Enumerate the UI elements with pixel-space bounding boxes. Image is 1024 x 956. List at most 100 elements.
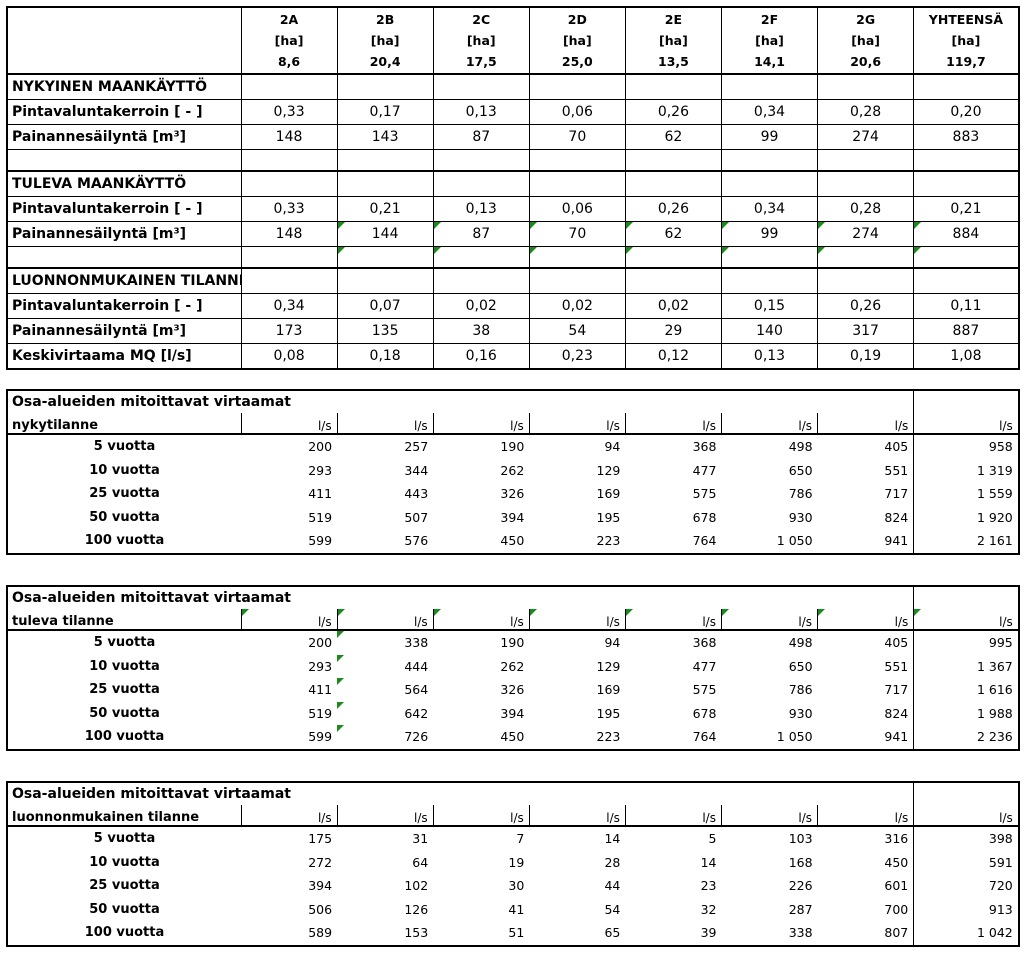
flow-value-cell[interactable]: 930 xyxy=(788,509,813,525)
flow-value-cell[interactable]: 2 161 xyxy=(913,529,1019,554)
empty-cell[interactable] xyxy=(817,171,914,197)
flow-value-cell[interactable]: 411 xyxy=(308,682,333,698)
value-cell[interactable]: 0,06 xyxy=(528,99,626,125)
value-cell[interactable]: 0,34 xyxy=(720,196,818,222)
value-cell[interactable]: 0,02 xyxy=(528,293,626,319)
unit-cell[interactable]: l/s xyxy=(336,805,434,826)
flow-value-cell[interactable]: 650 xyxy=(788,462,813,478)
value-cell[interactable]: 99 xyxy=(720,221,818,247)
empty-cell[interactable] xyxy=(817,149,914,172)
flow-value-cell[interactable]: 824 xyxy=(884,509,909,525)
value-cell[interactable]: 0,13 xyxy=(432,99,530,125)
flow-value-cell[interactable]: 190 xyxy=(500,635,525,651)
empty-cell[interactable] xyxy=(240,74,338,100)
unit-cell[interactable]: l/s xyxy=(720,609,818,630)
flow-value-cell[interactable]: 129 xyxy=(596,658,621,674)
empty-cell[interactable] xyxy=(432,171,530,197)
value-cell[interactable]: 99 xyxy=(720,124,818,150)
flow-value-cell[interactable]: 678 xyxy=(692,705,717,721)
unit-cell[interactable]: l/s xyxy=(432,609,530,630)
flow-value-cell[interactable]: 394 xyxy=(500,509,525,525)
empty-cell[interactable] xyxy=(913,246,1019,269)
empty-cell[interactable] xyxy=(913,390,1019,413)
unit-cell[interactable]: l/s xyxy=(817,805,914,826)
value-cell[interactable]: 0,21 xyxy=(336,196,434,222)
value-cell[interactable]: 0,12 xyxy=(624,343,722,369)
empty-cell[interactable] xyxy=(624,268,722,294)
value-cell[interactable]: 883 xyxy=(913,124,1019,150)
flow-table-title[interactable]: Osa-alueiden mitoittavat virtaamat xyxy=(12,786,291,802)
flow-value-cell[interactable]: 678 xyxy=(692,509,717,525)
flow-value-cell[interactable]: 14 xyxy=(700,854,717,870)
empty-cell[interactable] xyxy=(913,782,1019,805)
flow-value-cell[interactable]: 726 xyxy=(337,725,433,750)
flow-value-cell[interactable]: 64 xyxy=(412,854,429,870)
flow-value-cell[interactable]: 519 xyxy=(308,705,333,721)
flow-value-cell[interactable]: 168 xyxy=(788,854,813,870)
value-cell[interactable]: 70 xyxy=(528,124,626,150)
flow-table-subtitle[interactable]: luonnonmukainen tilanne xyxy=(12,810,200,825)
value-cell[interactable]: 0,26 xyxy=(624,99,722,125)
flow-value-cell[interactable]: 368 xyxy=(692,439,717,455)
flow-value-cell[interactable]: 650 xyxy=(788,658,813,674)
flow-value-cell[interactable]: 941 xyxy=(884,729,909,745)
flow-value-cell[interactable]: 200 xyxy=(308,635,333,651)
flow-value-cell[interactable]: 443 xyxy=(404,486,429,502)
empty-cell[interactable] xyxy=(7,246,241,269)
value-cell[interactable]: 173 xyxy=(240,318,338,344)
flow-value-cell[interactable]: 575 xyxy=(692,486,717,502)
unit-cell[interactable]: l/s xyxy=(720,805,818,826)
flow-value-cell[interactable]: 51 xyxy=(508,925,525,941)
flow-value-cell[interactable]: 223 xyxy=(596,729,621,745)
empty-cell[interactable] xyxy=(528,74,626,100)
flow-value-cell[interactable]: 720 xyxy=(913,874,1019,898)
empty-cell[interactable] xyxy=(720,74,818,100)
empty-cell[interactable] xyxy=(817,246,914,269)
empty-cell[interactable] xyxy=(817,74,914,100)
flow-value-cell[interactable]: 32 xyxy=(700,901,717,917)
flow-value-cell[interactable]: 257 xyxy=(404,439,429,455)
flow-value-cell[interactable]: 30 xyxy=(508,878,525,894)
unit-cell[interactable]: l/s xyxy=(240,609,338,630)
return-period-label[interactable]: 5 vuotta xyxy=(93,635,156,651)
empty-cell[interactable] xyxy=(432,246,530,269)
unit-cell[interactable]: l/s xyxy=(817,413,914,434)
flow-value-cell[interactable]: 175 xyxy=(308,831,333,847)
flow-value-cell[interactable]: 169 xyxy=(596,682,621,698)
flow-table-subtitle[interactable]: tuleva tilanne xyxy=(12,614,114,629)
flow-value-cell[interactable]: 411 xyxy=(308,486,333,502)
empty-cell[interactable] xyxy=(336,74,434,100)
flow-value-cell[interactable]: 498 xyxy=(788,439,813,455)
flow-value-cell[interactable]: 717 xyxy=(884,486,909,502)
value-cell[interactable]: 0,33 xyxy=(240,196,338,222)
flow-value-cell[interactable]: 450 xyxy=(500,729,525,745)
flow-value-cell[interactable]: 405 xyxy=(884,439,909,455)
empty-cell[interactable] xyxy=(720,171,818,197)
flow-table-title[interactable]: Osa-alueiden mitoittavat virtaamat xyxy=(12,394,291,410)
unit-cell[interactable]: l/s xyxy=(240,413,338,434)
flow-value-cell[interactable]: 450 xyxy=(884,854,909,870)
empty-cell[interactable] xyxy=(336,246,434,269)
unit-cell[interactable]: l/s xyxy=(624,805,722,826)
parameter-label[interactable]: Pintavaluntakerroin [ - ] xyxy=(7,196,241,222)
flow-value-cell[interactable]: 200 xyxy=(308,439,333,455)
return-period-label[interactable]: 10 vuotta xyxy=(89,658,160,674)
parameter-label[interactable]: Painannesäilyntä [m³] xyxy=(7,124,241,150)
section-title[interactable]: LUONNONMUKAINEN TILANNE xyxy=(7,268,241,294)
value-cell[interactable]: 148 xyxy=(240,124,338,150)
flow-value-cell[interactable]: 599 xyxy=(308,533,333,549)
empty-cell[interactable] xyxy=(624,149,722,172)
return-period-label[interactable]: 5 vuotta xyxy=(93,439,156,455)
parameter-label[interactable]: Pintavaluntakerroin [ - ] xyxy=(7,293,241,319)
flow-value-cell[interactable]: 930 xyxy=(788,705,813,721)
flow-value-cell[interactable]: 786 xyxy=(788,486,813,502)
section-title[interactable]: NYKYINEN MAANKÄYTTÖ xyxy=(7,74,241,100)
flow-value-cell[interactable]: 23 xyxy=(700,878,717,894)
unit-cell[interactable]: l/s xyxy=(528,609,626,630)
flow-value-cell[interactable]: 576 xyxy=(404,533,429,549)
flow-value-cell[interactable]: 700 xyxy=(884,901,909,917)
flow-value-cell[interactable]: 287 xyxy=(788,901,813,917)
unit-cell[interactable]: l/s xyxy=(336,413,434,434)
empty-cell[interactable] xyxy=(528,268,626,294)
value-cell[interactable]: 144 xyxy=(336,221,434,247)
